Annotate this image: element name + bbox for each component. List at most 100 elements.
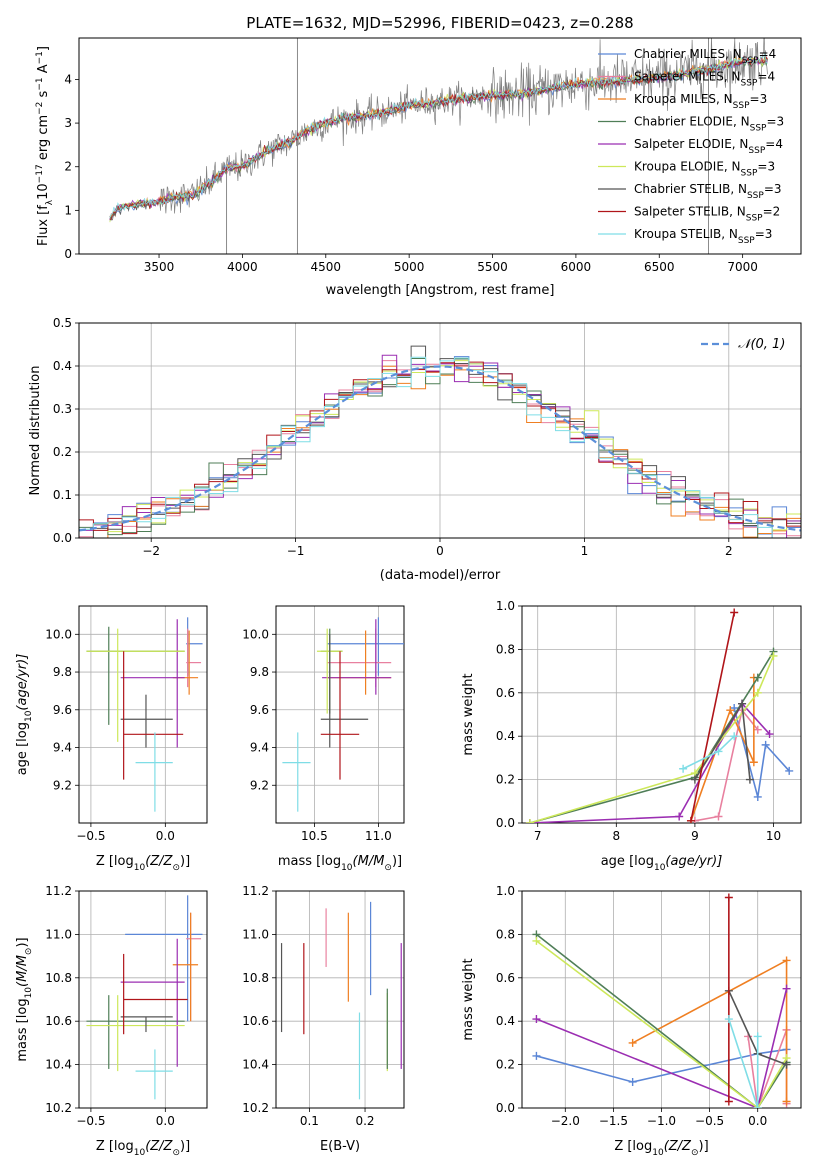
y-tick-label: 10.4 [242,1058,269,1072]
x-tick-label: −0.5 [695,1114,724,1128]
age-vs-metallicity-panel: −0.5 0.0 9.2 9.4 9.6 9.8 10.0 Z [log10(Z/Z⊙)] ag… [15,605,208,873]
legend-label: Kroupa MILES, NSSP=3 [634,92,767,111]
y-tick-label: 10.6 [45,1014,72,1028]
x-axis-label: mass [log10(M/M⊙)] [278,854,402,873]
spectrum-panel: 3500 4000 4500 5000 5500 6000 6500 7000 0 1 2 3 4 wav… [35,37,802,298]
y-tick-label: 10.0 [242,627,269,641]
weight-point-marker [686,816,695,823]
y-tick-label: 11.2 [242,884,269,898]
weight-point-marker [753,1104,762,1108]
y-tick-label: 0.4 [53,359,72,373]
weight-point-marker [628,1077,637,1086]
massweight-vs-metallicity-panel: −2.0 −1.5 −1.0 −0.5 0.0 0.0 0.2 0.4 0.6 0.8 1.0 Z [… [461,884,802,1158]
y-tick-label: 9.2 [250,778,269,792]
model-fit-line [109,53,768,218]
error-crosses [86,895,203,1100]
axes-frame [521,890,802,1109]
weight-point-marker [724,1015,733,1024]
weight-point-marker [690,775,699,784]
weight-point-marker [628,1038,637,1047]
x-tick-label: −1.0 [647,1114,676,1128]
weight-series-line [529,651,775,823]
x-tick-label: 0.0 [156,829,175,843]
axes-frame [275,890,405,1109]
weight-point-marker [753,792,762,801]
y-tick-label: 0.6 [496,686,515,700]
weight-series-line [535,933,788,1108]
weight-point-marker [765,730,774,739]
y-tick-label: 2 [64,160,72,174]
x-tick-label: −1 [287,544,305,558]
y-tick-label: 10.0 [45,627,72,641]
y-tick-label: 1 [64,203,72,217]
y-tick-label: 10.6 [242,1014,269,1028]
weight-point-marker [726,706,735,715]
x-tick-label: −1.5 [599,1114,628,1128]
legend-label: Salpeter MILES, NSSP=4 [634,70,775,89]
y-tick-label: 11.0 [45,927,72,941]
x-tick-label: 1 [581,544,589,558]
weight-point-marker [753,688,762,697]
y-axis-label: mass [log10(M/M⊙)] [15,937,34,1061]
legend-label: Kroupa STELIB, NSSP=3 [634,227,772,246]
y-tick-label: 0.8 [496,927,515,941]
y-tick-label: 0.0 [496,816,515,830]
y-tick-label: 11.2 [45,884,72,898]
weight-point-marker [769,651,778,660]
weight-point-marker [749,758,758,767]
weight-point-marker [730,732,739,741]
y-tick-label: 9.4 [250,741,269,755]
weight-point-marker [714,747,723,756]
y-axis-label: mass weight [461,673,476,755]
weight-series-line [529,655,775,823]
histogram-step-line [79,356,801,538]
weight-point-marker [782,984,791,993]
weight-point-marker [724,1097,733,1106]
weight-point-marker [761,740,770,749]
y-tick-label: 0 [64,247,72,261]
y-tick-label: 10.2 [45,1101,72,1115]
weight-lines [525,608,794,823]
y-tick-label: 0.2 [496,1058,515,1072]
weight-point-marker [782,1060,791,1069]
x-axis-label: (data-model)/error [380,568,501,583]
x-tick-label: 0.0 [156,1114,175,1128]
figure-title: PLATE=1632, MJD=52996, FIBERID=0423, z=0… [246,14,633,32]
x-tick-label: 8 [612,829,620,843]
x-axis-label: Z [log10(Z/Z⊙)] [96,1139,190,1158]
weight-point-marker [679,764,688,773]
spectrum-legend: Chabrier MILES, NSSP=4 Salpeter MILES, NS… [598,47,784,246]
weight-point-marker [785,766,794,775]
y-tick-label: 0.2 [53,445,72,459]
weight-series-line [733,707,790,798]
y-tick-label: 9.6 [250,703,269,717]
y-tick-label: 11.0 [242,927,269,941]
weight-point-marker [714,812,723,821]
age-vs-mass-panel: 10.5 11.0 9.2 9.4 9.6 9.8 10.0 mass [log10(M/M⊙… [242,605,405,873]
axes-frame [521,605,802,824]
y-tick-label: 0.4 [496,729,515,743]
y-tick-label: 0.0 [496,1101,515,1115]
x-tick-label: 0.0 [748,1114,767,1128]
y-tick-label: 0.6 [496,971,515,985]
weight-series-line [535,940,788,1108]
legend-label: 𝒩(0, 1) [738,337,785,352]
x-tick-label: 7 [534,829,542,843]
observed-spectrum-line [109,38,768,220]
x-tick-label: 4500 [311,260,342,274]
weight-lines [532,893,791,1108]
x-tick-label: 6000 [561,260,592,274]
weight-point-marker [782,1097,791,1106]
x-tick-label: 5500 [477,260,508,274]
x-axis-label: age [log10(age/yr)] [601,854,723,873]
weight-point-marker [753,1032,762,1041]
legend-label: Salpeter ELODIE, NSSP=4 [634,137,783,156]
y-tick-label: 9.6 [53,703,72,717]
y-tick-label: 4 [64,72,72,86]
weight-point-marker [745,775,754,784]
y-tick-label: 9.4 [53,741,72,755]
x-tick-label: 5000 [394,260,425,274]
y-tick-label: 0.4 [496,1014,515,1028]
mass-vs-metallicity-panel: −0.5 0.0 10.2 10.4 10.6 10.8 11.0 11.2 Z [log10(… [15,884,208,1158]
